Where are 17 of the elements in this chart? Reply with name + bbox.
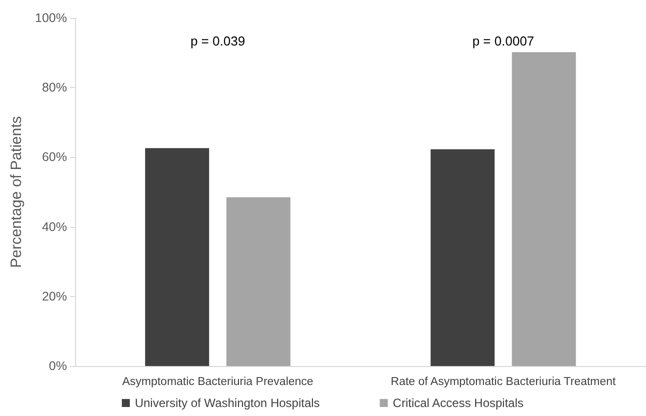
legend-label: Critical Access Hospitals [392,396,524,410]
bar [145,148,210,366]
bar [430,149,495,366]
y-tick-label: 0% [48,359,67,373]
annotation: p = 0.0007 [472,34,534,48]
bar [512,52,576,366]
y-tick-label: 20% [42,289,67,304]
annotation: p = 0.039 [190,34,246,48]
x-tick-label: Rate of Asymptomatic Bacteriuria Treatment [390,376,617,388]
y-tick-label: 60% [42,150,67,164]
x-tick-label: Asymptomatic Bacteriuria Prevalence [122,376,314,388]
y-tick-label: 100% [35,11,67,25]
bar [226,197,290,366]
legend-label: University of Washington Hospitals [134,396,320,410]
y-axis-title: Percentage of Patients [8,116,26,268]
y-tick-label: 80% [42,80,67,95]
y-tick-label: 40% [42,220,67,234]
